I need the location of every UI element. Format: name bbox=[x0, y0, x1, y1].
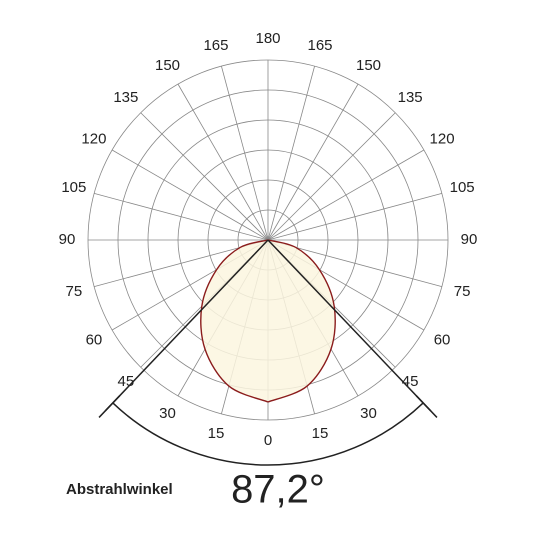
radial-line bbox=[177, 83, 269, 241]
angle-label: 165 bbox=[308, 37, 333, 54]
intensity-curve bbox=[200, 239, 269, 403]
radial-line bbox=[221, 66, 269, 241]
angle-label: 60 bbox=[434, 331, 451, 348]
angle-label: 15 bbox=[208, 425, 225, 442]
radial-line bbox=[267, 83, 359, 241]
angle-label: 45 bbox=[118, 373, 135, 390]
radial-line bbox=[267, 66, 315, 241]
angle-label: 15 bbox=[312, 425, 329, 442]
radial-line bbox=[267, 149, 425, 241]
radial-line bbox=[111, 149, 269, 241]
angle-label: 150 bbox=[356, 57, 381, 74]
angle-label: 105 bbox=[450, 179, 475, 196]
intensity-area bbox=[200, 240, 268, 402]
angle-label: 120 bbox=[81, 130, 106, 147]
beam-line bbox=[267, 239, 438, 418]
angle-label: 60 bbox=[86, 331, 103, 348]
beam-arc bbox=[112, 402, 424, 466]
angle-label: 30 bbox=[159, 405, 176, 422]
angle-label: 90 bbox=[59, 231, 76, 248]
angle-label: 90 bbox=[461, 231, 478, 248]
angle-label: 180 bbox=[255, 30, 280, 47]
radial-line bbox=[267, 193, 442, 241]
angle-label: 75 bbox=[66, 283, 83, 300]
beam-line bbox=[98, 239, 269, 418]
intensity-area bbox=[268, 240, 336, 402]
intensity-curve bbox=[267, 239, 336, 403]
angle-label: 165 bbox=[203, 37, 228, 54]
angle-label: 150 bbox=[155, 57, 180, 74]
angle-label: 135 bbox=[398, 89, 423, 106]
angle-label: 0 bbox=[264, 432, 272, 449]
beam-label: Abstrahlwinkel bbox=[66, 481, 173, 498]
beam-angle-value: 87,2° bbox=[231, 468, 325, 512]
radial-line bbox=[140, 112, 269, 241]
radial-line bbox=[267, 112, 396, 241]
angle-label: 75 bbox=[454, 283, 471, 300]
angle-label: 30 bbox=[360, 405, 377, 422]
beam-arc-end bbox=[104, 395, 121, 412]
angle-label: 105 bbox=[61, 179, 86, 196]
radial-line bbox=[94, 193, 269, 241]
angle-label: 120 bbox=[430, 130, 455, 147]
angle-label: 135 bbox=[113, 89, 138, 106]
beam-arc-end bbox=[415, 395, 432, 412]
angle-label: 45 bbox=[402, 373, 419, 390]
